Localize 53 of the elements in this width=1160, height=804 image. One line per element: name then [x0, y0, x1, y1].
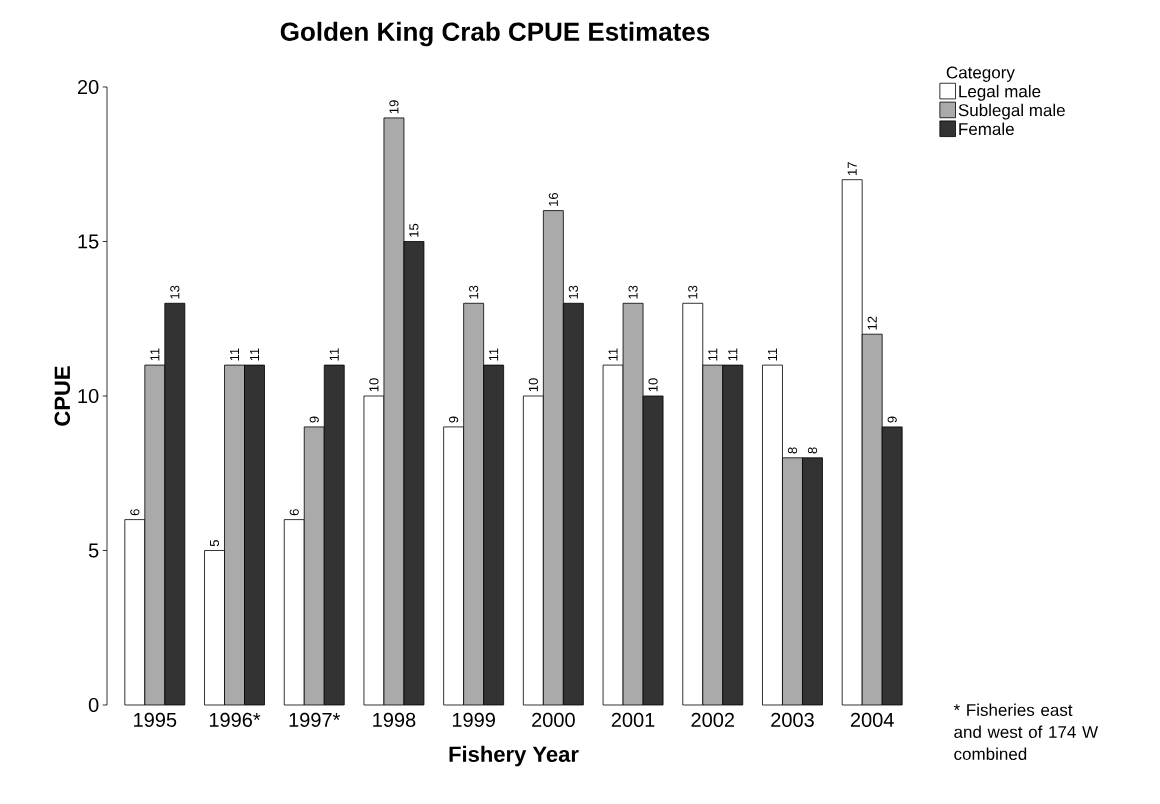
- data-label: 11: [489, 348, 499, 361]
- x-tick-label: 1998: [373, 712, 416, 727]
- y-tick-label: 15: [78, 234, 99, 249]
- legend-label: Sublegal male: [958, 103, 1065, 120]
- data-label: 12: [867, 316, 877, 330]
- y-tick-label: 0: [88, 697, 99, 713]
- legend-title: Category: [946, 66, 1015, 82]
- data-label: 17: [847, 162, 857, 175]
- data-label: 8: [787, 447, 798, 454]
- data-label: 11: [708, 348, 718, 361]
- data-label: 11: [150, 348, 160, 361]
- chart-title: Golden King Crab CPUE Estimates: [280, 21, 710, 47]
- data-label: 6: [289, 509, 299, 516]
- x-tick-label: 2002: [691, 712, 734, 727]
- y-axis-title: CPUE: [54, 366, 71, 426]
- data-label: 10: [369, 378, 379, 392]
- data-label: 13: [628, 285, 638, 299]
- x-tick-label: 2001: [611, 712, 655, 727]
- data-label: 10: [528, 378, 538, 392]
- data-label: 6: [130, 509, 140, 516]
- x-tick-label: 2000: [532, 712, 575, 727]
- data-label: 11: [250, 348, 259, 361]
- data-label: 13: [469, 285, 479, 299]
- data-label: 13: [568, 285, 578, 299]
- data-label: 10: [648, 378, 658, 392]
- x-axis-title: Fishery Year: [449, 745, 579, 767]
- x-tick-label: 1996*: [209, 712, 261, 727]
- y-tick-label: 5: [88, 543, 99, 558]
- data-label: 9: [449, 416, 459, 423]
- data-label: 11: [768, 348, 777, 361]
- data-label: 13: [688, 285, 698, 299]
- x-tick-label: 1995: [134, 712, 177, 727]
- data-label: 19: [389, 100, 399, 114]
- x-tick-label: 1997*: [289, 712, 341, 727]
- data-label: 13: [170, 285, 180, 299]
- y-tick-label: 20: [77, 79, 99, 95]
- data-label: 9: [887, 416, 897, 423]
- legend-label: Female: [959, 122, 1014, 136]
- y-tick-label: 10: [78, 388, 99, 404]
- text: * Fisheries east and west of 174 W combined: [953, 703, 1099, 761]
- data-label: 11: [728, 348, 738, 361]
- data-label: 8: [807, 447, 818, 454]
- data-label: 15: [409, 223, 419, 237]
- x-tick-label: 2003: [771, 712, 814, 727]
- data-label: 11: [329, 348, 339, 361]
- data-label: 11: [230, 348, 239, 361]
- data-label: 11: [608, 348, 618, 361]
- data-label: 16: [548, 192, 558, 206]
- x-tick-label: 2004: [850, 712, 894, 727]
- legend-label: Legal male: [959, 84, 1041, 101]
- data-label: 9: [309, 416, 319, 423]
- data-label: 5: [210, 540, 220, 547]
- x-tick-label: 1999: [452, 712, 495, 727]
